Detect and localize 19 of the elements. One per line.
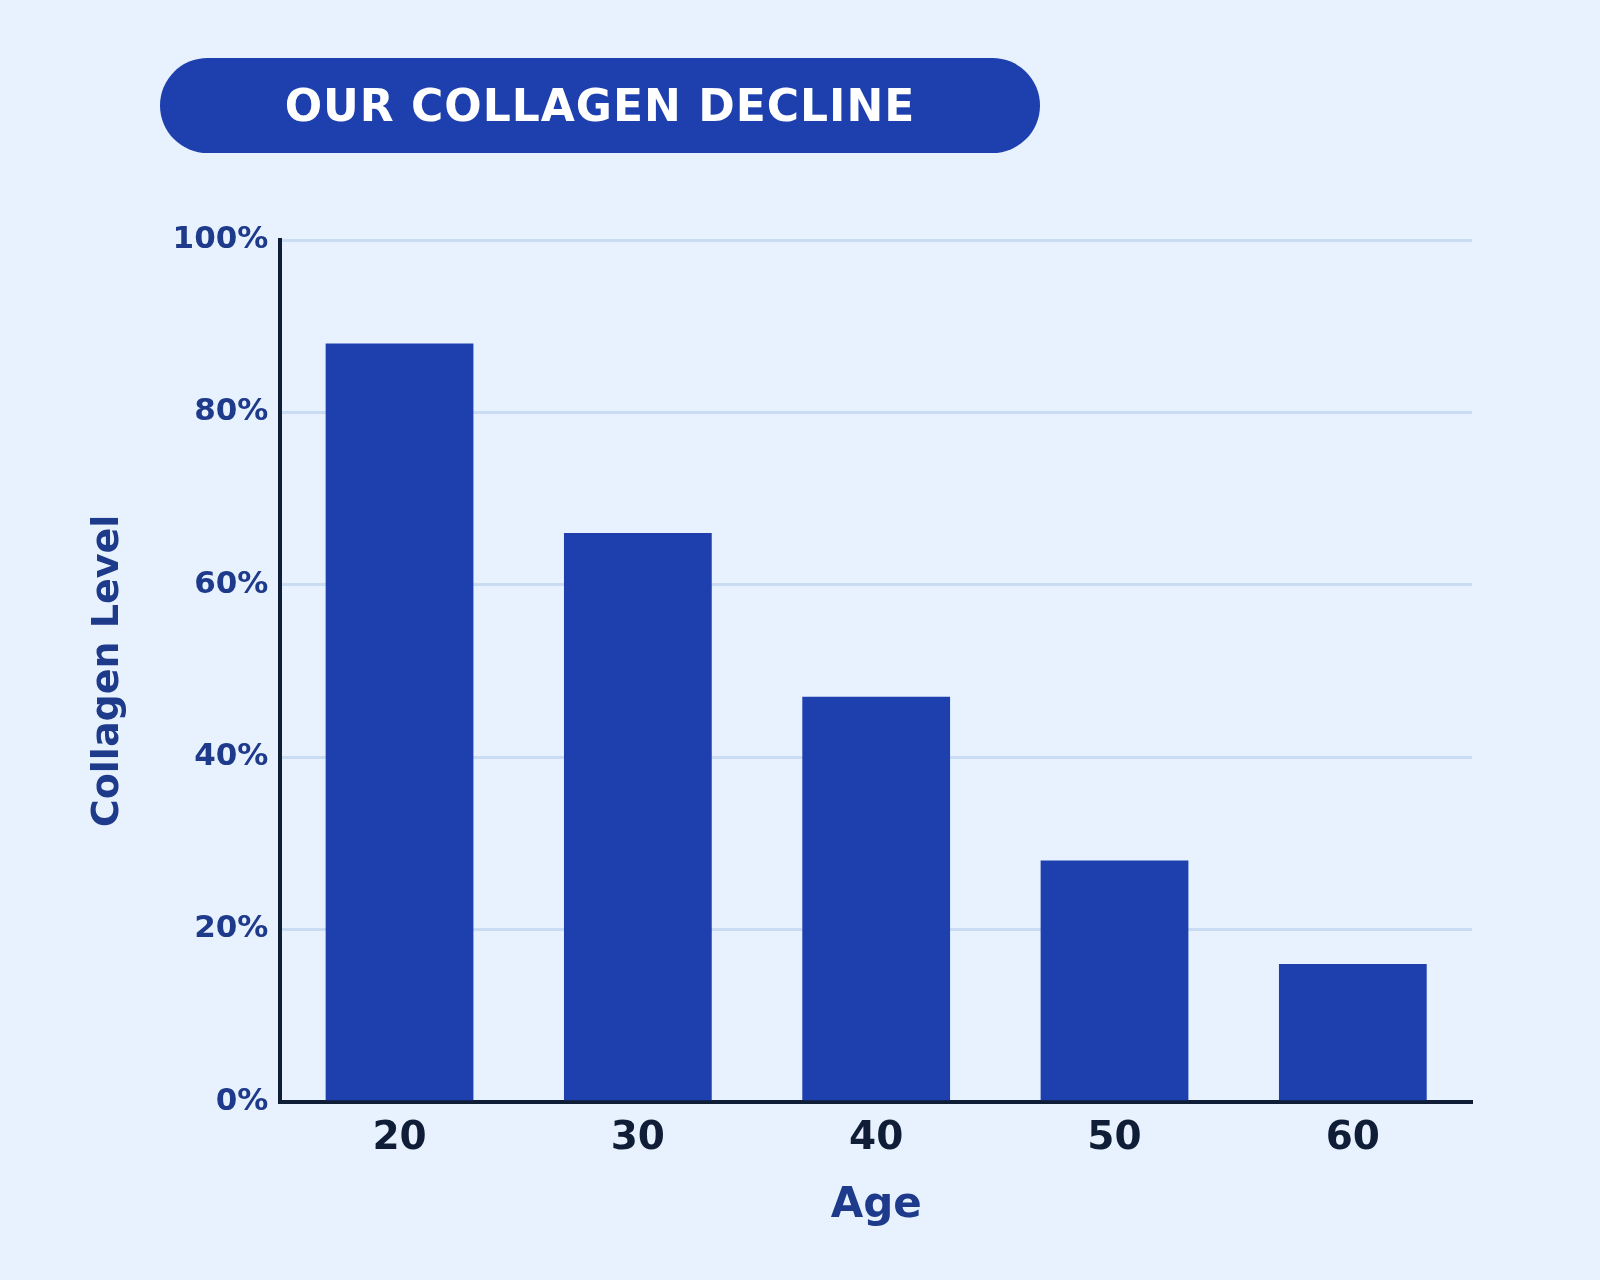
bar: [563, 533, 712, 1101]
bar: [802, 696, 951, 1101]
y-tick-label: 0%: [215, 1080, 269, 1117]
y-tick-label: 60%: [194, 563, 269, 600]
y-tick-label: 80%: [194, 391, 269, 428]
x-tick-label: 30: [610, 1113, 665, 1159]
x-tick-label: 60: [1325, 1113, 1380, 1159]
x-tick-label: 40: [849, 1113, 904, 1159]
bar: [325, 343, 474, 1101]
y-tick-label: 20%: [194, 908, 269, 945]
bar: [1040, 860, 1189, 1101]
y-tick-label: 40%: [194, 736, 269, 773]
x-tick-label: 50: [1087, 1113, 1142, 1159]
x-axis-title: Age: [830, 1177, 922, 1227]
x-tick-label: 20: [372, 1113, 427, 1159]
y-axis-title: Collagen Level: [82, 514, 127, 828]
bar: [1278, 963, 1427, 1101]
chart-title: OUR COLLAGEN DECLINE: [160, 58, 1040, 153]
y-tick-label: 100%: [172, 219, 269, 256]
